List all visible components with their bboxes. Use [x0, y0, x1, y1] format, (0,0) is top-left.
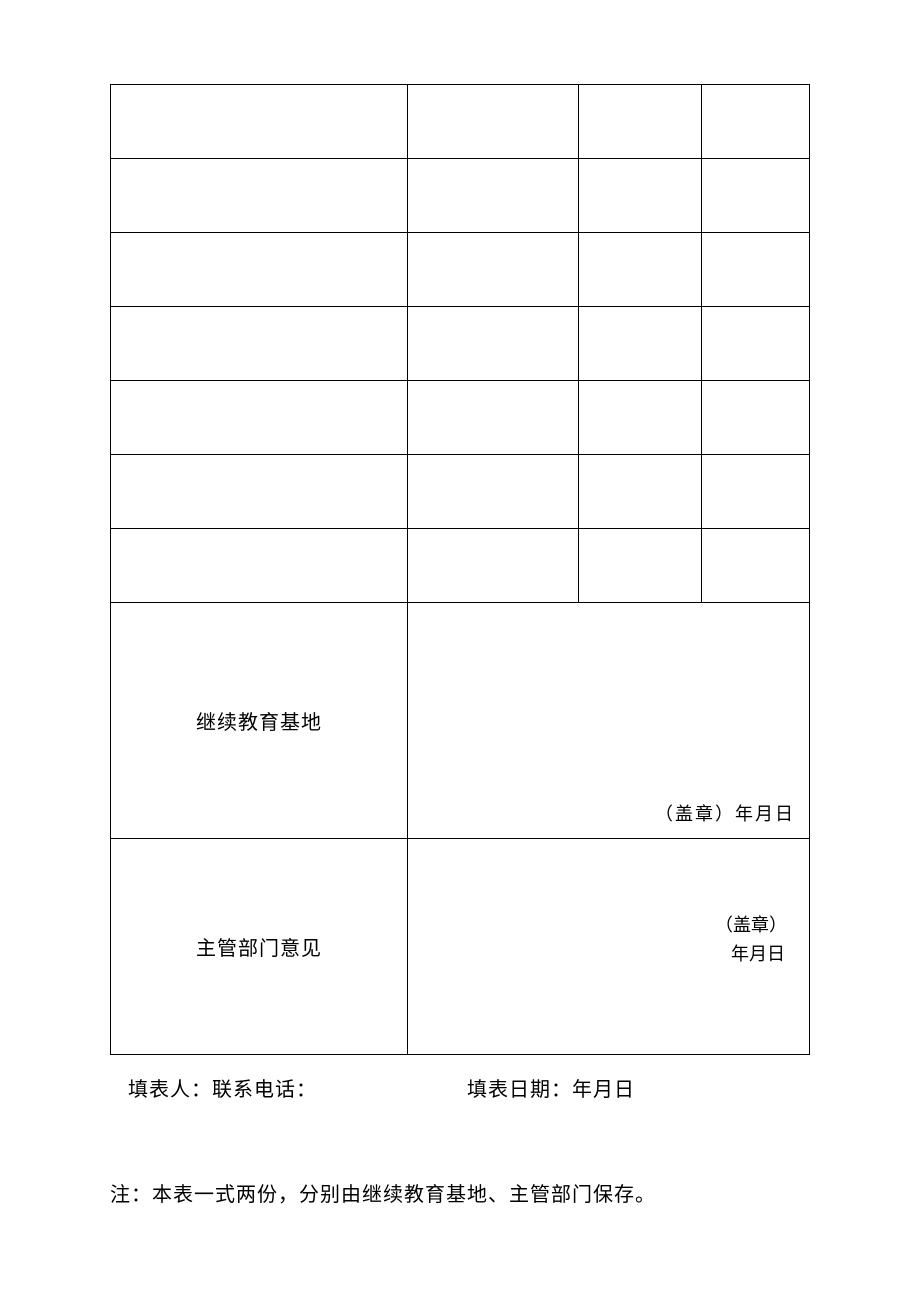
- education-base-label: 继续教育基地: [111, 603, 408, 839]
- table-row: [111, 455, 810, 529]
- main-table: 继续教育基地 （盖章）年月日 主管部门意见 （盖章） 年月日: [110, 84, 810, 1055]
- empty-cell: [111, 307, 408, 381]
- empty-cell: [408, 159, 579, 233]
- fill-date-value: 年月日: [572, 1079, 635, 1101]
- empty-cell: [701, 455, 809, 529]
- table-row: [111, 159, 810, 233]
- table-row: [111, 233, 810, 307]
- empty-cell: [408, 381, 579, 455]
- opinion-row: 主管部门意见 （盖章） 年月日: [111, 839, 810, 1055]
- stamp-date-text: 年月日: [715, 940, 787, 969]
- empty-cell: [408, 85, 579, 159]
- empty-cell: [111, 529, 408, 603]
- footer-info-row: 填表人：联系电话： 填表日期：年月日: [110, 1073, 810, 1102]
- empty-cell: [701, 529, 809, 603]
- empty-cell: [408, 233, 579, 307]
- empty-cell: [111, 233, 408, 307]
- opinion-stamp-block: （盖章） 年月日: [715, 911, 787, 969]
- department-opinion-cell: （盖章） 年月日: [408, 839, 810, 1055]
- page-container: 继续教育基地 （盖章）年月日 主管部门意见 （盖章） 年月日 填表人：联系电话：…: [0, 0, 920, 1207]
- empty-cell: [701, 85, 809, 159]
- empty-cell: [408, 455, 579, 529]
- empty-cell: [408, 529, 579, 603]
- empty-cell: [579, 529, 701, 603]
- empty-cell: [701, 159, 809, 233]
- empty-cell: [579, 233, 701, 307]
- empty-cell: [701, 381, 809, 455]
- stamp-date-text: （盖章）年月日: [655, 800, 795, 826]
- table-row: [111, 529, 810, 603]
- education-base-signature-cell: （盖章）年月日: [408, 603, 810, 839]
- phone-label: 联系电话：: [212, 1079, 317, 1101]
- empty-cell: [579, 85, 701, 159]
- empty-cell: [579, 381, 701, 455]
- empty-cell: [701, 233, 809, 307]
- empty-cell: [579, 307, 701, 381]
- table-row: [111, 381, 810, 455]
- stamp-text: （盖章）: [715, 915, 787, 935]
- table-row: [111, 307, 810, 381]
- empty-cell: [111, 159, 408, 233]
- empty-cell: [579, 455, 701, 529]
- empty-cell: [111, 455, 408, 529]
- empty-cell: [701, 307, 809, 381]
- department-opinion-label: 主管部门意见: [111, 839, 408, 1055]
- signature-row: 继续教育基地 （盖章）年月日: [111, 603, 810, 839]
- fill-date-label: 填表日期：: [467, 1079, 572, 1101]
- filler-label: 填表人：: [128, 1079, 212, 1101]
- empty-cell: [111, 381, 408, 455]
- empty-cell: [111, 85, 408, 159]
- table-row: [111, 85, 810, 159]
- empty-cell: [408, 307, 579, 381]
- footer-note: 注：本表一式两份，分别由继续教育基地、主管部门保存。: [110, 1178, 810, 1207]
- empty-cell: [579, 159, 701, 233]
